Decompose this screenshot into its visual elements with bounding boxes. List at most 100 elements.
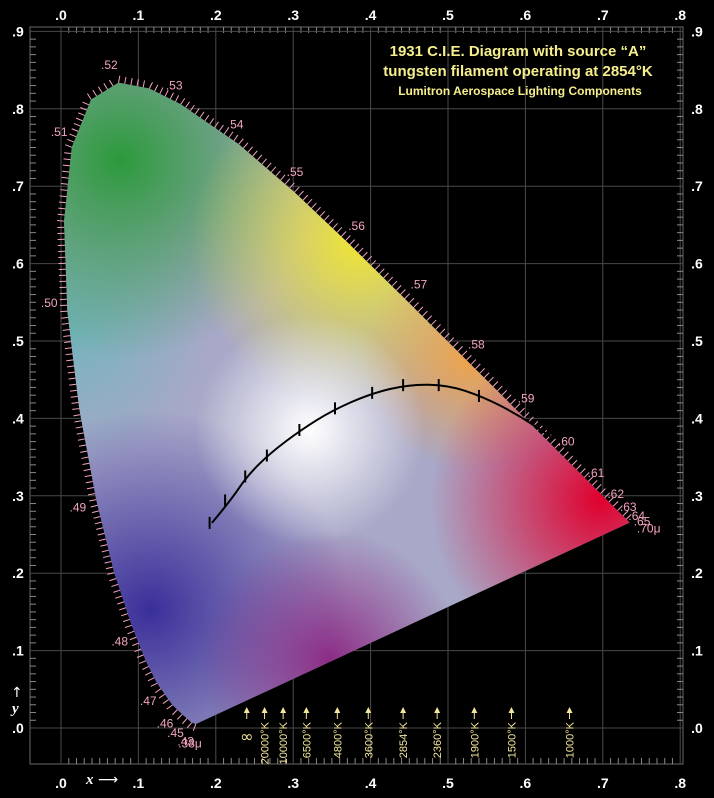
locus-tick (65, 144, 72, 148)
locus-tick (242, 142, 249, 149)
y-tick-label-left: .3 (12, 488, 24, 504)
locus-tick (72, 408, 80, 410)
planckian-locus (208, 379, 554, 529)
cct-marker: 3600°K (363, 707, 375, 758)
locus-tick (63, 158, 71, 161)
locus-tick (73, 414, 81, 417)
cct-marker-label: 10000°K (278, 721, 290, 764)
locus-tick (600, 488, 606, 494)
locus-tick (134, 648, 142, 653)
locus-tick (519, 407, 525, 414)
y-tick-label-left: .2 (12, 565, 24, 581)
locus-tick (83, 468, 91, 472)
x-tick-label-bottom: .3 (287, 775, 299, 791)
locus-tick (209, 118, 215, 125)
locus-tick (158, 693, 166, 699)
y-tick-label-right: .1 (691, 643, 703, 659)
cct-marker-label: 20000°K (260, 721, 272, 764)
locus-tick (75, 426, 83, 429)
x-tick-label-top: .1 (133, 7, 145, 23)
y-tick-label-right: .2 (691, 565, 703, 581)
wavelength-label: .55 (287, 165, 304, 179)
x-tick-label-bottom: .6 (520, 775, 532, 791)
x-tick-label-top: .6 (520, 7, 532, 23)
locus-tick (119, 607, 126, 611)
locus-tick (474, 363, 481, 370)
wavelength-label: .47 (140, 694, 157, 708)
locus-tick (142, 80, 146, 88)
locus-tick (107, 572, 115, 575)
locus-tick (612, 500, 619, 507)
locus-tick (595, 484, 602, 490)
locus-tick (180, 98, 186, 105)
locus-tick (452, 341, 459, 348)
locus-tick (439, 328, 446, 335)
y-tick-label-left: .6 (12, 256, 24, 272)
wavelength-label: .46 (157, 717, 174, 731)
locus-tick (228, 131, 234, 138)
cct-marker: ∞ (240, 707, 253, 746)
locus-tick (90, 504, 98, 508)
locus-tick (70, 395, 78, 398)
locus-tick (374, 264, 381, 270)
wavelength-label: .61 (588, 466, 605, 480)
locus-tick (492, 381, 499, 387)
locus-tick (185, 101, 190, 108)
y-tick-label-left: .8 (12, 101, 24, 117)
locus-tick (89, 499, 97, 502)
locus-tick (105, 566, 113, 570)
cct-marker-label: 3600°K (363, 721, 375, 758)
y-tick-label-right: .0 (691, 720, 703, 736)
wavelength-label: .54 (227, 118, 244, 132)
locus-tick (554, 442, 561, 449)
x-tick-label-bottom: .7 (597, 775, 609, 791)
title-line-2: tungsten filament operating at 2854°K (383, 63, 653, 80)
locus-tick (169, 92, 174, 100)
locus-tick (71, 401, 79, 404)
locus-tick (383, 272, 389, 279)
locus-tick (579, 468, 586, 474)
locus-tick (319, 210, 326, 217)
wavelength-label: .48 (111, 634, 128, 648)
locus-tick (422, 310, 428, 317)
locus-tick (256, 154, 263, 161)
locus-tick (69, 133, 77, 138)
up-arrow-icon (334, 707, 341, 713)
locus-tick (67, 371, 75, 374)
locus-tick (353, 243, 360, 250)
locus-tick (298, 190, 304, 197)
locus-tick (75, 117, 83, 122)
locus-tick (625, 513, 632, 520)
x-tick-label-bottom: .8 (674, 775, 686, 791)
locus-tick (100, 544, 108, 547)
wavelength-label: .60 (558, 435, 575, 449)
x-tick-label-top: .7 (597, 7, 609, 23)
locus-tick (61, 316, 69, 319)
locus-tick (523, 412, 530, 418)
locus-tick (132, 642, 139, 647)
locus-tick (261, 158, 267, 165)
locus-tick (192, 723, 197, 731)
locus-tick (80, 450, 88, 453)
locus-tick (218, 124, 224, 132)
locus-tick (233, 134, 239, 142)
locus-tick (558, 447, 565, 453)
locus-tick (73, 122, 81, 127)
locus-tick (82, 462, 90, 466)
wavelength-label: .49 (69, 501, 86, 515)
y-tick-label-left: .0 (12, 720, 24, 736)
locus-tick (379, 268, 385, 275)
cct-marker: 4800°K (332, 707, 344, 758)
locus-tick (109, 578, 117, 582)
locus-tick (64, 152, 72, 154)
cct-marker: 6500°K (301, 707, 313, 758)
up-arrow-icon (566, 707, 573, 713)
wavelength-label: .45 (167, 726, 184, 740)
locus-tick (101, 549, 109, 553)
locus-tick (86, 487, 94, 490)
up-arrow-icon (303, 707, 310, 713)
y-tick-label-left: .7 (12, 178, 24, 194)
locus-tick (400, 289, 406, 295)
locus-tick (104, 560, 112, 564)
up-arrow-icon: ↑ (11, 685, 23, 701)
